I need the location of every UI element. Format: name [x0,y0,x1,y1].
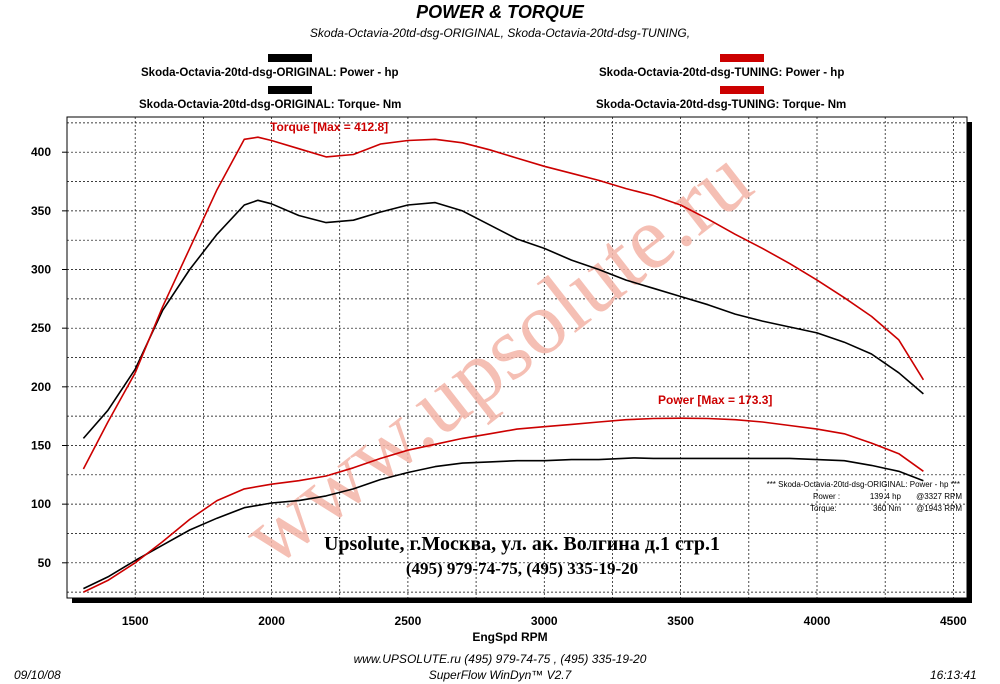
power-max-label: Power [Max = 173.3] [658,393,772,407]
footer-contact: www.UPSOLUTE.ru (495) 979-74-75 , (495) … [353,652,647,666]
y-tick-label: 400 [31,145,51,159]
info-header: *** Skoda-Octavia-20td-dsg-ORIGINAL: Pow… [767,480,960,489]
x-tick-label: 4500 [940,614,967,628]
info-power-rpm: @3327 RPM [916,492,962,501]
legend-tuned-torque: Skoda-Octavia-20td-dsg-TUNING: Torque- N… [596,99,847,111]
x-axis-label: EngSpd RPM [472,630,547,644]
y-tick-label: 200 [31,380,51,394]
info-box: *** Skoda-Octavia-20td-dsg-ORIGINAL: Pow… [767,480,963,513]
chart-subtitle: Skoda-Octavia-20td-dsg-ORIGINAL, Skoda-O… [309,26,691,40]
x-tick-label: 1500 [122,614,149,628]
torque-max-label: Torque [Max = 412.8] [270,120,388,134]
series-line-0 [82,199,924,439]
info-torque-rpm: @1943 RPM [916,504,962,513]
y-tick-label: 350 [31,204,51,218]
grid-layer [66,116,972,603]
y-tick-label: 50 [38,556,52,570]
x-tick-label: 3000 [531,614,558,628]
series-line-1 [82,136,925,470]
series-layer [82,136,925,593]
legend-orig-power: Skoda-Octavia-20td-dsg-ORIGINAL: Power -… [141,67,399,79]
company-line-1: Upsolute, г.Москва, ул. ак. Волгина д.1 … [324,533,720,555]
series-line-3 [83,417,924,593]
y-tick-label: 300 [31,263,51,277]
footer-time: 16:13:41 [930,668,977,682]
chart-title: POWER & TORQUE [416,2,584,22]
y-tick-label: 150 [31,438,51,452]
legend-tuned-power: Skoda-Octavia-20td-dsg-TUNING: Power - h… [599,67,845,79]
x-tick-label: 2000 [258,614,285,628]
x-tick-label: 4000 [804,614,831,628]
y-tick-label: 250 [31,321,51,335]
footer-software: SuperFlow WinDyn™ V2.7 [428,668,572,682]
legend-orig-torque: Skoda-Octavia-20td-dsg-ORIGINAL: Torque-… [139,99,402,111]
info-torque-value: 360 Nm [873,504,901,513]
x-tick-label: 2500 [395,614,422,628]
company-line-2: (495) 979-74-75, (495) 335-19-20 [406,559,638,578]
x-tick-label: 3500 [667,614,694,628]
legend-swatch-orig-power [268,54,312,62]
footer-date: 09/10/08 [14,668,61,682]
info-power-value: 139.4 hp [870,492,902,501]
legend-swatch-tuned-torque [720,86,764,94]
info-torque-name: Torque: [810,504,837,513]
info-power-name: Power : [813,492,840,501]
legend-swatch-tuned-power [720,54,764,62]
y-tick-label: 100 [31,497,51,511]
axis-layer: 1500 2000 2500 3000 3500 4000 4500 50 100 150 200 2… [31,145,967,628]
series-line-2 [83,457,924,590]
legend-swatch-orig-torque [268,86,312,94]
